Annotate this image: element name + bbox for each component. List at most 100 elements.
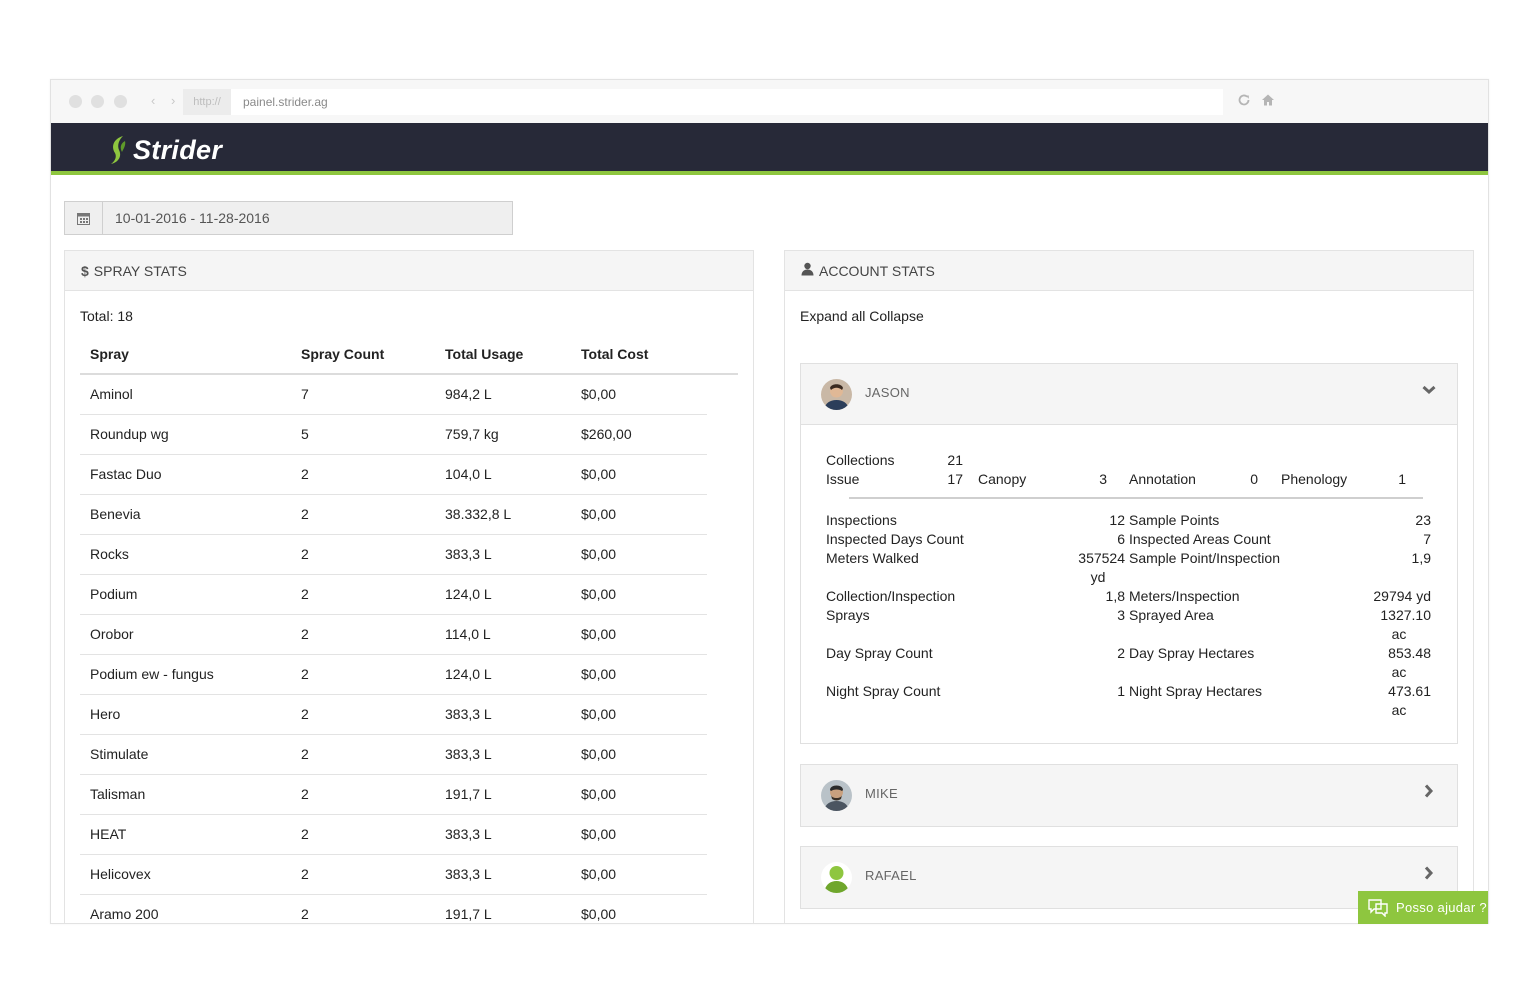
left-stat-label: Inspected Days Count bbox=[826, 531, 964, 547]
table-row: Hero 2 383,3 L $0,00 bbox=[80, 694, 738, 735]
spray-total: Total: 18 bbox=[80, 308, 133, 324]
browser-nav-arrows-icon[interactable]: ‹ › bbox=[151, 93, 182, 108]
right-stat-label: Sprayed Area bbox=[1129, 607, 1214, 623]
chevron-down-icon[interactable] bbox=[1421, 382, 1437, 398]
avatar-jason bbox=[821, 379, 852, 410]
date-range-value[interactable]: 10-01-2016 - 11-28-2016 bbox=[115, 210, 270, 226]
left-stat-label: Inspections bbox=[826, 512, 897, 528]
left-stat-value: 1,8 bbox=[1105, 588, 1125, 604]
accordion-header-mike[interactable]: MIKE bbox=[801, 765, 1457, 826]
table-row: Roundup wg 5 759,7 kg $260,00 bbox=[80, 414, 738, 455]
accordion-header-jason[interactable]: JASON bbox=[801, 364, 1457, 425]
right-stat-label: Day Spray Hectares bbox=[1129, 645, 1255, 661]
left-stat-label: Night Spray Count bbox=[826, 683, 941, 699]
table-row: Podium ew - fungus 2 124,0 L $0,00 bbox=[80, 654, 738, 695]
total-usage-cell: 984,2 L bbox=[435, 374, 571, 415]
spray-count-cell: 2 bbox=[291, 774, 435, 815]
total-cost-cell: $260,00 bbox=[571, 414, 707, 455]
total-usage-cell: 191,7 L bbox=[435, 894, 571, 923]
table-row: Orobor 2 114,0 L $0,00 bbox=[80, 614, 738, 655]
right-stat-value: 1327.10 bbox=[1380, 607, 1431, 623]
calendar-icon[interactable] bbox=[65, 202, 103, 234]
table-row: Helicovex 2 383,3 L $0,00 bbox=[80, 854, 738, 895]
brand-name: Strider bbox=[133, 134, 223, 165]
avatar-rafael bbox=[821, 862, 852, 893]
row-spacer bbox=[707, 734, 738, 774]
spray-count-cell: 2 bbox=[291, 494, 435, 535]
help-chat-widget[interactable]: Posso ajudar ? bbox=[1358, 891, 1488, 924]
spray-name-cell: HEAT bbox=[80, 814, 291, 855]
account-stats-panel: ACCOUNT STATS Expand all Collapse JASON … bbox=[784, 250, 1474, 923]
column-header-spray-count: Spray Count bbox=[291, 334, 435, 375]
spray-name-cell: Orobor bbox=[80, 614, 291, 655]
left-stat-unit: yd bbox=[1090, 569, 1106, 585]
spray-name-cell: Stimulate bbox=[80, 734, 291, 775]
date-range-picker[interactable]: 10-01-2016 - 11-28-2016 bbox=[64, 201, 513, 235]
total-cost-cell: $0,00 bbox=[571, 454, 707, 495]
right-stat-value: 23 bbox=[1415, 512, 1431, 528]
right-stat-label: Meters/Inspection bbox=[1129, 588, 1240, 604]
total-cost-cell: $0,00 bbox=[571, 654, 707, 695]
spray-count-cell: 2 bbox=[291, 454, 435, 495]
accordion-header-rafael[interactable]: RAFAEL bbox=[801, 847, 1457, 908]
window-minimize-dot[interactable] bbox=[91, 95, 104, 108]
row-spacer bbox=[707, 654, 738, 694]
home-icon[interactable] bbox=[1261, 93, 1275, 110]
left-stat-value: 1 bbox=[1117, 683, 1125, 699]
chevron-right-icon[interactable] bbox=[1421, 783, 1437, 799]
reload-icon[interactable] bbox=[1237, 93, 1251, 110]
address-bar[interactable]: http:// painel.strider.ag bbox=[183, 89, 1223, 115]
total-usage-cell: 383,3 L bbox=[435, 814, 571, 855]
total-usage-cell: 114,0 L bbox=[435, 614, 571, 655]
total-usage-cell: 38.332,8 L bbox=[435, 494, 571, 535]
window-maximize-dot[interactable] bbox=[114, 95, 127, 108]
spray-count-cell: 2 bbox=[291, 614, 435, 655]
total-usage-cell: 191,7 L bbox=[435, 774, 571, 815]
row-spacer bbox=[707, 614, 738, 654]
leaf-logo-icon bbox=[111, 136, 126, 164]
left-stat-label: Collection/Inspection bbox=[826, 588, 956, 604]
right-stat-label: Inspected Areas Count bbox=[1129, 531, 1271, 547]
total-usage-cell: 383,3 L bbox=[435, 694, 571, 735]
spray-name-cell: Hero bbox=[80, 694, 291, 735]
stat-value-issue: 17 bbox=[947, 471, 963, 487]
right-stat-value: 853.48 bbox=[1388, 645, 1431, 661]
user-name-mike: MIKE bbox=[865, 786, 898, 801]
dollar-icon: $ bbox=[81, 262, 89, 279]
chevron-right-icon[interactable] bbox=[1421, 865, 1437, 881]
avatar-mike bbox=[821, 780, 852, 811]
left-stat-value: 6 bbox=[1117, 531, 1125, 547]
collapse-link[interactable]: Collapse bbox=[869, 308, 924, 324]
table-row: Benevia 2 38.332,8 L $0,00 bbox=[80, 494, 738, 535]
account-stats-title: ACCOUNT STATS bbox=[819, 262, 935, 279]
spray-count-cell: 7 bbox=[291, 374, 435, 415]
row-spacer bbox=[707, 494, 738, 534]
column-header-spray: Spray bbox=[80, 334, 291, 375]
total-usage-cell: 124,0 L bbox=[435, 574, 571, 615]
spray-name-cell: Podium bbox=[80, 574, 291, 615]
left-stat-label: Day Spray Count bbox=[826, 645, 933, 661]
spray-count-cell: 2 bbox=[291, 854, 435, 895]
left-stat-label: Meters Walked bbox=[826, 550, 919, 566]
user-stats-body-jason: Collections 21 Issue 17 Canopy 3 Annotat… bbox=[801, 425, 1457, 743]
spray-table-header-row: Spray Spray Count Total Usage Total Cost bbox=[80, 334, 738, 375]
url-text[interactable]: painel.strider.ag bbox=[243, 95, 328, 109]
help-label: Posso ajudar ? bbox=[1396, 900, 1487, 915]
chat-icon bbox=[1368, 898, 1388, 917]
table-row: Stimulate 2 383,3 L $0,00 bbox=[80, 734, 738, 775]
left-stat-value: 3 bbox=[1117, 607, 1125, 623]
total-cost-cell: $0,00 bbox=[571, 734, 707, 775]
stat-value-annotation: 0 bbox=[1250, 471, 1258, 487]
row-spacer bbox=[707, 814, 738, 854]
spray-count-cell: 2 bbox=[291, 734, 435, 775]
stats-divider bbox=[849, 497, 1423, 499]
total-cost-cell: $0,00 bbox=[571, 574, 707, 615]
row-spacer bbox=[707, 534, 738, 574]
right-stat-value: 29794 yd bbox=[1373, 588, 1431, 604]
window-close-dot[interactable] bbox=[69, 95, 82, 108]
left-stat-value: 12 bbox=[1109, 512, 1125, 528]
expand-all-link[interactable]: Expand all bbox=[800, 308, 866, 324]
column-header-total-cost: Total Cost bbox=[571, 334, 707, 375]
strider-logo[interactable]: Strider bbox=[109, 133, 222, 167]
spray-name-cell: Aminol bbox=[80, 374, 291, 415]
